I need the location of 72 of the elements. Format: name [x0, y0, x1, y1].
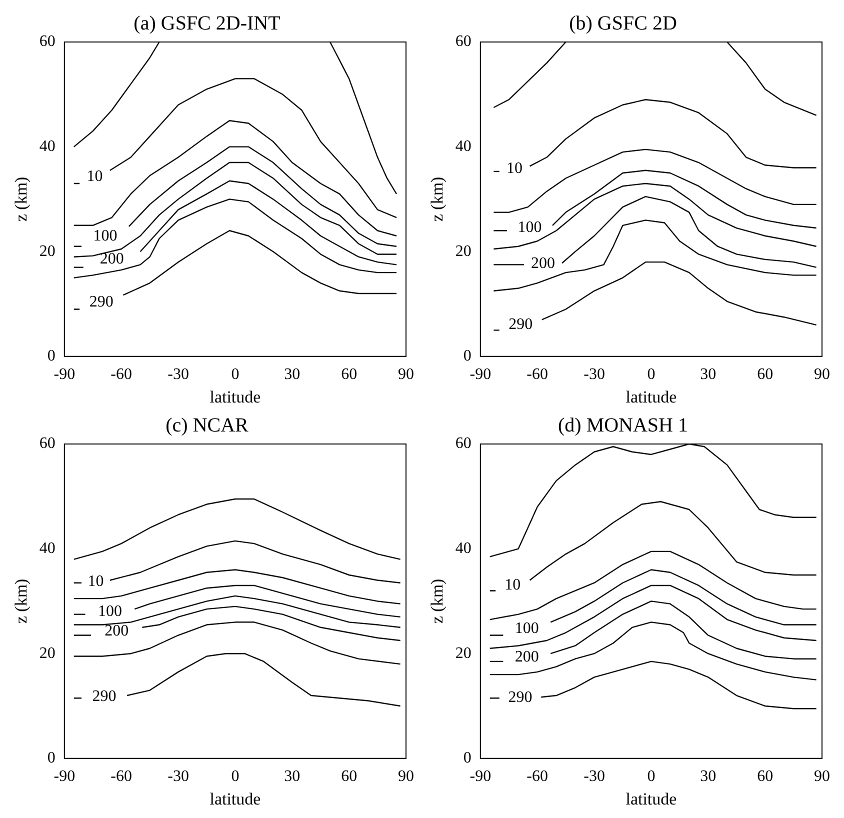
y-axis-title: z (km) [12, 578, 31, 624]
x-tick-label: -60 [526, 366, 548, 384]
x-axis-title: latitude [626, 387, 677, 406]
y-tick-label: 0 [47, 348, 56, 365]
series-label: 290 [508, 316, 533, 334]
x-tick-label: 0 [647, 768, 656, 786]
x-tick-label: 60 [341, 768, 358, 786]
chart-title: (b) GSFC 2D [569, 12, 677, 34]
series-label: 10 [506, 160, 523, 178]
y-tick-label: 40 [455, 540, 472, 558]
series-label: 200 [104, 622, 129, 640]
x-tick-label: 0 [231, 768, 240, 786]
y-tick-label: 0 [463, 750, 472, 767]
y-tick-label: 60 [455, 435, 472, 452]
series-label: 100 [93, 228, 118, 245]
y-axis-title: z (km) [428, 176, 447, 222]
x-tick-label: -30 [168, 768, 189, 786]
series-label: 200 [514, 648, 539, 666]
y-tick-label: 0 [463, 348, 472, 365]
y-axis-title: z (km) [428, 578, 447, 624]
y-tick-label: 20 [455, 644, 472, 662]
x-tick-label: 90 [814, 768, 830, 786]
x-tick-label: 60 [757, 768, 774, 786]
x-tick-label: -90 [54, 366, 76, 384]
series-label: 10 [88, 572, 104, 590]
x-tick-label: -90 [470, 768, 492, 786]
y-tick-label: 40 [455, 138, 472, 156]
series-label: 200 [531, 255, 556, 272]
x-tick-label: 90 [398, 366, 414, 384]
y-tick-label: 40 [39, 138, 56, 156]
x-tick-label: 0 [231, 366, 240, 384]
chart-title: (d) MONASH 1 [558, 414, 688, 436]
x-tick-label: -30 [168, 366, 189, 384]
series-label: 10 [504, 576, 521, 594]
y-tick-label: 60 [455, 33, 472, 50]
x-tick-label: 30 [700, 366, 716, 384]
x-tick-label: -90 [54, 768, 76, 786]
y-tick-label: 0 [47, 750, 56, 767]
x-tick-label: -30 [584, 768, 605, 786]
y-tick-label: 60 [39, 435, 56, 452]
x-tick-label: 60 [757, 366, 774, 384]
series-label: 100 [514, 620, 539, 637]
x-tick-label: -90 [470, 366, 492, 384]
x-tick-label: 0 [647, 366, 656, 384]
y-tick-label: 20 [455, 242, 472, 260]
series-label: 290 [89, 293, 114, 310]
x-tick-label: -60 [526, 768, 548, 786]
series-label: 200 [100, 250, 124, 268]
series-label: 290 [508, 688, 532, 706]
y-tick-label: 20 [39, 242, 56, 260]
y-tick-label: 20 [39, 644, 56, 662]
x-tick-label: 30 [284, 768, 300, 786]
series-label: 290 [92, 688, 116, 706]
x-tick-label: 30 [284, 366, 300, 384]
x-axis-title: latitude [210, 387, 261, 406]
x-tick-label: -60 [110, 768, 132, 786]
x-tick-label: 30 [700, 768, 716, 786]
series-label: 100 [518, 219, 542, 236]
x-tick-label: -60 [110, 366, 132, 384]
chart-title: (c) NCAR [166, 414, 250, 436]
x-tick-label: 90 [814, 366, 830, 384]
series-label: 100 [98, 602, 122, 620]
y-axis-title: z (km) [12, 176, 31, 222]
x-tick-label: -30 [584, 366, 605, 384]
x-tick-label: 90 [398, 768, 414, 786]
x-axis-title: latitude [626, 789, 677, 808]
y-tick-label: 40 [39, 540, 56, 558]
chart-title: (a) GSFC 2D-INT [134, 12, 280, 34]
y-tick-label: 60 [39, 33, 56, 50]
x-axis-title: latitude [210, 789, 261, 808]
x-tick-label: 60 [341, 366, 358, 384]
series-label: 10 [86, 168, 103, 186]
